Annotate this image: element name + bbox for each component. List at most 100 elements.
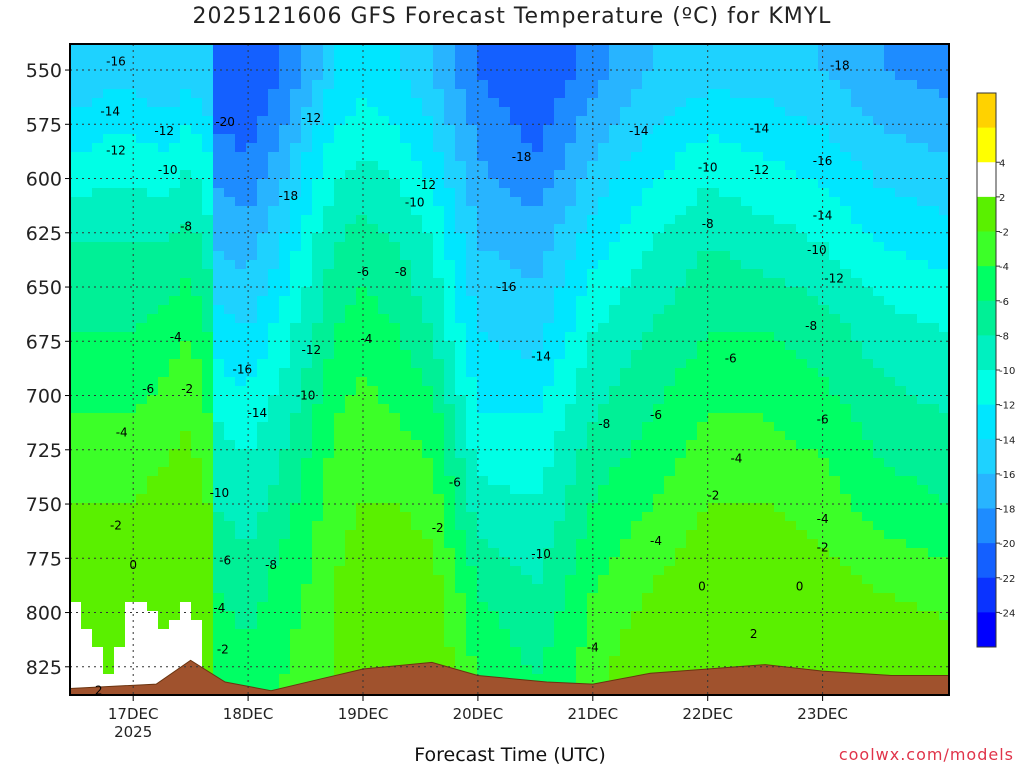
temperature-cell: [147, 539, 159, 549]
temperature-cell: [224, 566, 236, 576]
temperature-cell: [301, 665, 313, 675]
temperature-cell: [301, 215, 313, 225]
temperature-cell: [411, 476, 423, 486]
temperature-cell: [807, 197, 819, 207]
temperature-cell: [279, 467, 291, 477]
temperature-cell: [785, 98, 797, 108]
temperature-cell: [180, 386, 192, 396]
temperature-cell: [620, 656, 632, 666]
temperature-cell: [411, 512, 423, 522]
temperature-cell: [708, 116, 720, 126]
temperature-cell: [224, 188, 236, 198]
temperature-cell: [565, 287, 577, 297]
temperature-cell: [103, 125, 115, 135]
temperature-cell: [312, 224, 324, 234]
temperature-cell: [642, 593, 654, 603]
temperature-cell: [92, 413, 104, 423]
temperature-cell: [367, 404, 379, 414]
temperature-cell: [576, 593, 588, 603]
temperature-cell: [686, 368, 698, 378]
temperature-cell: [653, 332, 665, 342]
temperature-cell: [257, 485, 269, 495]
temperature-cell: [609, 215, 621, 225]
temperature-cell: [466, 143, 478, 153]
temperature-cell: [125, 143, 137, 153]
temperature-cell: [378, 269, 390, 279]
temperature-cell: [818, 161, 830, 171]
temperature-cell: [301, 377, 313, 387]
temperature-cell: [136, 647, 148, 657]
temperature-cell: [389, 575, 401, 585]
temperature-cell: [81, 89, 93, 99]
temperature-cell: [752, 449, 764, 459]
temperature-cell: [301, 431, 313, 441]
temperature-cell: [356, 71, 368, 81]
temperature-cell: [686, 188, 698, 198]
temperature-cell: [818, 215, 830, 225]
temperature-cell: [202, 287, 214, 297]
temperature-cell: [477, 485, 489, 495]
temperature-cell: [730, 368, 742, 378]
temperature-cell: [554, 476, 566, 486]
temperature-cell: [477, 278, 489, 288]
temperature-cell: [554, 44, 566, 54]
temperature-cell: [312, 323, 324, 333]
temperature-cell: [114, 188, 126, 198]
temperature-cell: [741, 215, 753, 225]
temperature-cell: [400, 188, 412, 198]
temperature-cell: [697, 251, 709, 261]
temperature-cell: [202, 467, 214, 477]
temperature-cell: [356, 413, 368, 423]
temperature-cell: [169, 215, 181, 225]
temperature-cell: [796, 206, 808, 216]
temperature-cell: [290, 314, 302, 324]
temperature-cell: [444, 206, 456, 216]
temperature-cell: [378, 368, 390, 378]
temperature-cell: [675, 503, 687, 513]
temperature-cell: [565, 539, 577, 549]
temperature-cell: [279, 476, 291, 486]
temperature-cell: [510, 305, 522, 315]
temperature-cell: [444, 53, 456, 63]
temperature-cell: [609, 143, 621, 153]
temperature-cell: [213, 521, 225, 531]
temperature-cell: [686, 71, 698, 81]
temperature-cell: [356, 620, 368, 630]
temperature-cell: [400, 647, 412, 657]
temperature-cell: [653, 188, 665, 198]
temperature-cell: [609, 341, 621, 351]
temperature-cell: [620, 503, 632, 513]
temperature-cell: [389, 125, 401, 135]
temperature-cell: [224, 350, 236, 360]
temperature-cell: [774, 152, 786, 162]
temperature-cell: [664, 647, 676, 657]
temperature-cell: [147, 404, 159, 414]
temperature-cell: [521, 332, 533, 342]
temperature-cell: [807, 233, 819, 243]
temperature-cell: [774, 143, 786, 153]
temperature-cell: [774, 440, 786, 450]
temperature-cell: [422, 512, 434, 522]
temperature-cell: [543, 512, 555, 522]
temperature-cell: [543, 170, 555, 180]
temperature-cell: [686, 548, 698, 558]
temperature-cell: [136, 386, 148, 396]
temperature-cell: [125, 656, 137, 666]
temperature-cell: [488, 548, 500, 558]
temperature-cell: [268, 305, 280, 315]
temperature-cell: [202, 440, 214, 450]
temperature-cell: [609, 107, 621, 117]
temperature-cell: [125, 665, 137, 675]
temperature-cell: [598, 152, 610, 162]
temperature-cell: [246, 278, 258, 288]
temperature-cell: [532, 341, 544, 351]
temperature-cell: [323, 197, 335, 207]
temperature-cell: [521, 260, 533, 270]
temperature-cell: [642, 323, 654, 333]
temperature-cell: [477, 467, 489, 477]
temperature-cell: [598, 233, 610, 243]
temperature-cell: [389, 593, 401, 603]
temperature-cell: [323, 557, 335, 567]
temperature-cell: [268, 656, 280, 666]
temperature-cell: [103, 665, 115, 675]
